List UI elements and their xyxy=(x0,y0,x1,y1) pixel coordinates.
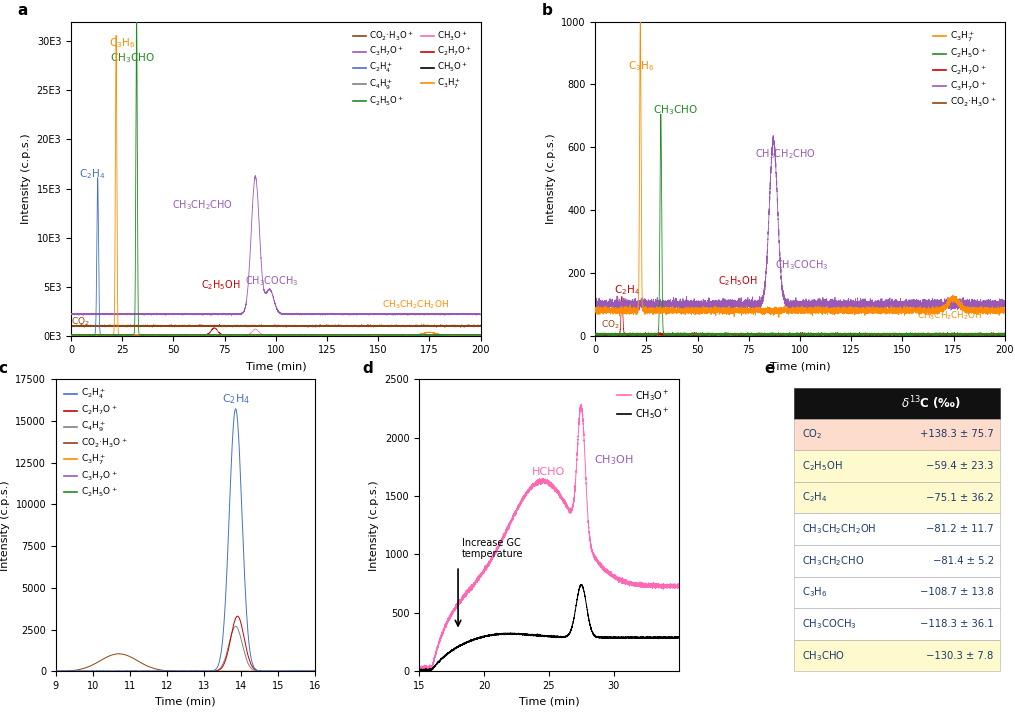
X-axis label: Time (min): Time (min) xyxy=(769,361,830,371)
X-axis label: Time (min): Time (min) xyxy=(246,361,307,371)
Bar xyxy=(794,640,1001,671)
Bar xyxy=(794,388,1001,419)
Text: CH$_3$OH: CH$_3$OH xyxy=(595,453,633,467)
Text: CH$_3$COCH$_3$: CH$_3$COCH$_3$ xyxy=(775,258,829,272)
Legend: CO$_2$·H$_3$O$^+$, C$_3$H$_7$O$^+$, C$_2$H$_4^+$, C$_4$H$_9^+$, C$_2$H$_5$O$^+$,: CO$_2$·H$_3$O$^+$, C$_3$H$_7$O$^+$, C$_2… xyxy=(349,26,476,111)
Text: HCHO: HCHO xyxy=(532,467,565,477)
Text: C$_2$H$_4$: C$_2$H$_4$ xyxy=(803,491,828,505)
Text: C$_3$H$_6$: C$_3$H$_6$ xyxy=(109,36,135,50)
Bar xyxy=(794,577,1001,608)
Text: CH$_3$CHO: CH$_3$CHO xyxy=(110,51,155,65)
Text: CH$_3$CH$_2$CHO: CH$_3$CH$_2$CHO xyxy=(172,198,232,212)
Text: CO$_2$: CO$_2$ xyxy=(602,319,620,331)
Text: CH$_3$CHO: CH$_3$CHO xyxy=(653,103,697,116)
Y-axis label: Intensity (c.p.s.): Intensity (c.p.s.) xyxy=(369,480,379,570)
Text: −81.2 ± 11.7: −81.2 ± 11.7 xyxy=(926,524,994,534)
Text: C$_2$H$_5$OH: C$_2$H$_5$OH xyxy=(719,274,758,287)
Text: b: b xyxy=(542,4,553,18)
Text: C$_2$H$_4$: C$_2$H$_4$ xyxy=(79,167,106,180)
Text: −118.3 ± 36.1: −118.3 ± 36.1 xyxy=(920,619,994,629)
Text: a: a xyxy=(18,4,28,18)
Text: e: e xyxy=(764,361,775,376)
Text: +138.3 ± 75.7: +138.3 ± 75.7 xyxy=(920,430,994,439)
Legend: C$_2$H$_4^+$, C$_2$H$_7$O$^+$, C$_4$H$_9^+$, CO$_2$·H$_3$O$^+$, C$_3$H$_7^+$, C$: C$_2$H$_4^+$, C$_2$H$_7$O$^+$, C$_4$H$_9… xyxy=(60,383,131,503)
Y-axis label: Intensity (c.p.s.): Intensity (c.p.s.) xyxy=(545,134,555,224)
Text: Increase GC
temperature: Increase GC temperature xyxy=(462,538,524,559)
X-axis label: Time (min): Time (min) xyxy=(155,697,216,707)
Text: C$_3$H$_6$: C$_3$H$_6$ xyxy=(628,58,655,73)
Legend: CH$_3$O$^+$, CH$_5$O$^+$: CH$_3$O$^+$, CH$_5$O$^+$ xyxy=(613,384,674,425)
Bar xyxy=(794,608,1001,640)
Text: c: c xyxy=(0,361,8,376)
Text: CH$_3$COCH$_3$: CH$_3$COCH$_3$ xyxy=(245,274,298,289)
Text: CH$_3$CHO: CH$_3$CHO xyxy=(803,649,845,663)
Text: −130.3 ± 7.8: −130.3 ± 7.8 xyxy=(927,651,994,661)
Text: CH$_3$COCH$_3$: CH$_3$COCH$_3$ xyxy=(803,617,858,631)
Bar xyxy=(794,482,1001,513)
Text: CH$_3$CH$_2$CHO: CH$_3$CH$_2$CHO xyxy=(755,147,816,160)
Text: CH$_3$CH$_2$CH$_2$OH: CH$_3$CH$_2$CH$_2$OH xyxy=(382,298,449,310)
Text: C$_2$H$_4$: C$_2$H$_4$ xyxy=(614,283,640,297)
Text: CO$_2$: CO$_2$ xyxy=(71,316,89,329)
Text: CO$_2$: CO$_2$ xyxy=(803,427,823,441)
Bar xyxy=(794,450,1001,482)
Legend: C$_3$H$_7^+$, C$_2$H$_5$O$^+$, C$_2$H$_7$O$^+$, C$_3$H$_7$O$^+$, CO$_2$·H$_3$O$^: C$_3$H$_7^+$, C$_2$H$_5$O$^+$, C$_2$H$_7… xyxy=(930,26,1001,113)
Text: −108.7 ± 13.8: −108.7 ± 13.8 xyxy=(921,588,994,597)
Text: C$_2$H$_5$OH: C$_2$H$_5$OH xyxy=(201,279,241,292)
Text: −59.4 ± 23.3: −59.4 ± 23.3 xyxy=(927,461,994,471)
Text: CH$_3$CH$_2$CHO: CH$_3$CH$_2$CHO xyxy=(803,554,865,567)
Text: C$_3$H$_6$: C$_3$H$_6$ xyxy=(803,586,828,599)
Bar xyxy=(794,545,1001,577)
Text: CH$_3$CH$_2$CH$_2$OH: CH$_3$CH$_2$CH$_2$OH xyxy=(917,310,983,322)
X-axis label: Time (min): Time (min) xyxy=(519,697,580,707)
Text: CH$_3$CH$_2$CH$_2$OH: CH$_3$CH$_2$CH$_2$OH xyxy=(803,522,877,536)
Text: d: d xyxy=(362,361,373,376)
Text: $\delta^{13}$C (‰): $\delta^{13}$C (‰) xyxy=(901,394,961,412)
Text: −81.4 ± 5.2: −81.4 ± 5.2 xyxy=(933,556,994,566)
Bar xyxy=(794,419,1001,450)
Text: −75.1 ± 36.2: −75.1 ± 36.2 xyxy=(926,492,994,503)
Text: C$_2$H$_5$OH: C$_2$H$_5$OH xyxy=(803,459,843,473)
Y-axis label: Intensity (c.p.s.): Intensity (c.p.s.) xyxy=(0,480,10,570)
Y-axis label: Intensity (c.p.s.): Intensity (c.p.s.) xyxy=(21,134,31,224)
Bar xyxy=(794,513,1001,545)
Text: C$_2$H$_4$: C$_2$H$_4$ xyxy=(221,392,250,406)
